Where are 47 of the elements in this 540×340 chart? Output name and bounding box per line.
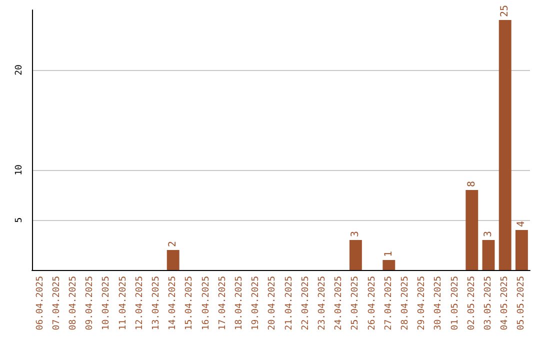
x-tick-label: 20.04.2025 [268, 276, 278, 330]
x-tick-label: 24.04.2025 [334, 276, 344, 330]
data-label: 3 [350, 230, 362, 237]
x-tick-label: 16.04.2025 [201, 276, 212, 330]
x-tick-label: 03.05.2025 [484, 276, 494, 330]
bar [515, 230, 528, 270]
x-tick-label: 06.04.2025 [35, 276, 46, 330]
bar [166, 250, 180, 270]
x-tick-label: 04.05.2025 [500, 276, 510, 330]
x-tick-label: 09.04.2025 [85, 276, 96, 330]
x-tick-label: 21.04.2025 [284, 276, 294, 330]
bar [482, 240, 495, 270]
x-tick-label: 08.04.2025 [68, 276, 78, 330]
data-label: 25 [500, 4, 511, 17]
y-tick-label: 20 [14, 64, 24, 76]
x-tick-label: 17.04.2025 [218, 276, 228, 330]
bar [466, 190, 478, 270]
x-tick-label: 30.04.2025 [434, 276, 444, 330]
data-label: 8 [466, 180, 478, 187]
data-label: 2 [168, 240, 179, 247]
x-tick-label: 02.05.2025 [466, 276, 477, 330]
x-tick-label: 23.04.2025 [318, 276, 328, 330]
x-tick-label: 15.04.2025 [184, 276, 195, 330]
y-tick-label: 5 [14, 217, 24, 223]
x-tick-label: 26.04.2025 [367, 276, 378, 330]
x-tick-label: 22.04.2025 [300, 276, 311, 330]
x-tick-label: 29.04.2025 [417, 276, 428, 330]
data-label: 3 [483, 230, 494, 237]
bar [498, 20, 512, 270]
x-tick-label: 11.04.2025 [118, 276, 128, 330]
x-tick-label: 19.04.2025 [251, 276, 262, 330]
x-tick-label: 14.04.2025 [168, 276, 178, 330]
x-tick-label: 28.04.2025 [400, 276, 410, 330]
bar [349, 240, 362, 270]
data-label: 1 [383, 250, 394, 257]
x-tick-label: 07.04.2025 [52, 276, 62, 330]
x-tick-label: 01.05.2025 [450, 276, 460, 330]
x-tick-label: 27.04.2025 [384, 276, 394, 330]
x-tick-label: 25.04.2025 [350, 276, 361, 330]
x-tick-label: 18.04.2025 [234, 276, 244, 330]
data-label: 4 [516, 220, 528, 227]
bar [382, 260, 396, 270]
x-tick-label: 13.04.2025 [152, 276, 162, 330]
y-tick-label: 10 [14, 164, 24, 176]
x-tick-label: 10.04.2025 [102, 276, 112, 330]
x-tick-label: 05.05.2025 [516, 276, 527, 330]
x-tick-label: 12.04.2025 [134, 276, 145, 330]
